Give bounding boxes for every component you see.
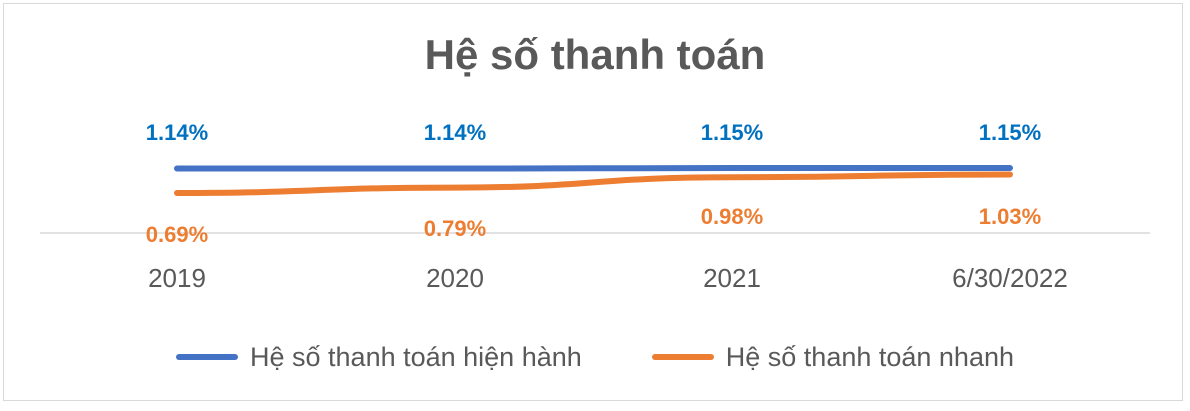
legend-swatch-quick-ratio — [651, 354, 714, 360]
legend-label-current-ratio: Hệ số thanh toán hiện hành — [250, 341, 582, 372]
series-line-quick-ratio — [174, 171, 1013, 196]
x-tick-label: 2021 — [703, 263, 761, 293]
data-label-current-ratio: 1.14% — [146, 120, 208, 145]
x-tick-label: 2019 — [148, 263, 206, 293]
x-tick-label: 6/30/2022 — [952, 263, 1068, 293]
data-label-quick-ratio: 0.98% — [701, 204, 763, 229]
x-tick-label: 2020 — [426, 263, 484, 293]
data-label-current-ratio: 1.15% — [701, 120, 763, 145]
plot-area: 1.14% 1.14% 1.15% 1.15% 0.69% 0.79% 0.98% 1.03%… — [40, 120, 1150, 293]
data-label-quick-ratio: 0.69% — [146, 222, 208, 247]
data-label-current-ratio: 1.15% — [979, 120, 1041, 145]
legend-swatch-current-ratio — [176, 354, 238, 360]
chart-frame — [3, 3, 1183, 401]
data-label-quick-ratio: 1.03% — [979, 204, 1041, 229]
legend-item-quick-ratio: Hệ số thanh toán nhanh — [651, 341, 1014, 373]
legend-label-quick-ratio: Hệ số thanh toán nhanh — [725, 341, 1014, 372]
legend: Hệ số thanh toán hiện hành Hệ số thanh t… — [0, 335, 1190, 379]
series-line-current-ratio — [174, 164, 1013, 172]
data-label-current-ratio: 1.14% — [424, 120, 486, 145]
chart-title: Hệ số thanh toán — [424, 31, 766, 78]
legend-item-current-ratio: Hệ số thanh toán hiện hành — [176, 342, 582, 373]
data-label-quick-ratio: 0.79% — [424, 216, 486, 241]
